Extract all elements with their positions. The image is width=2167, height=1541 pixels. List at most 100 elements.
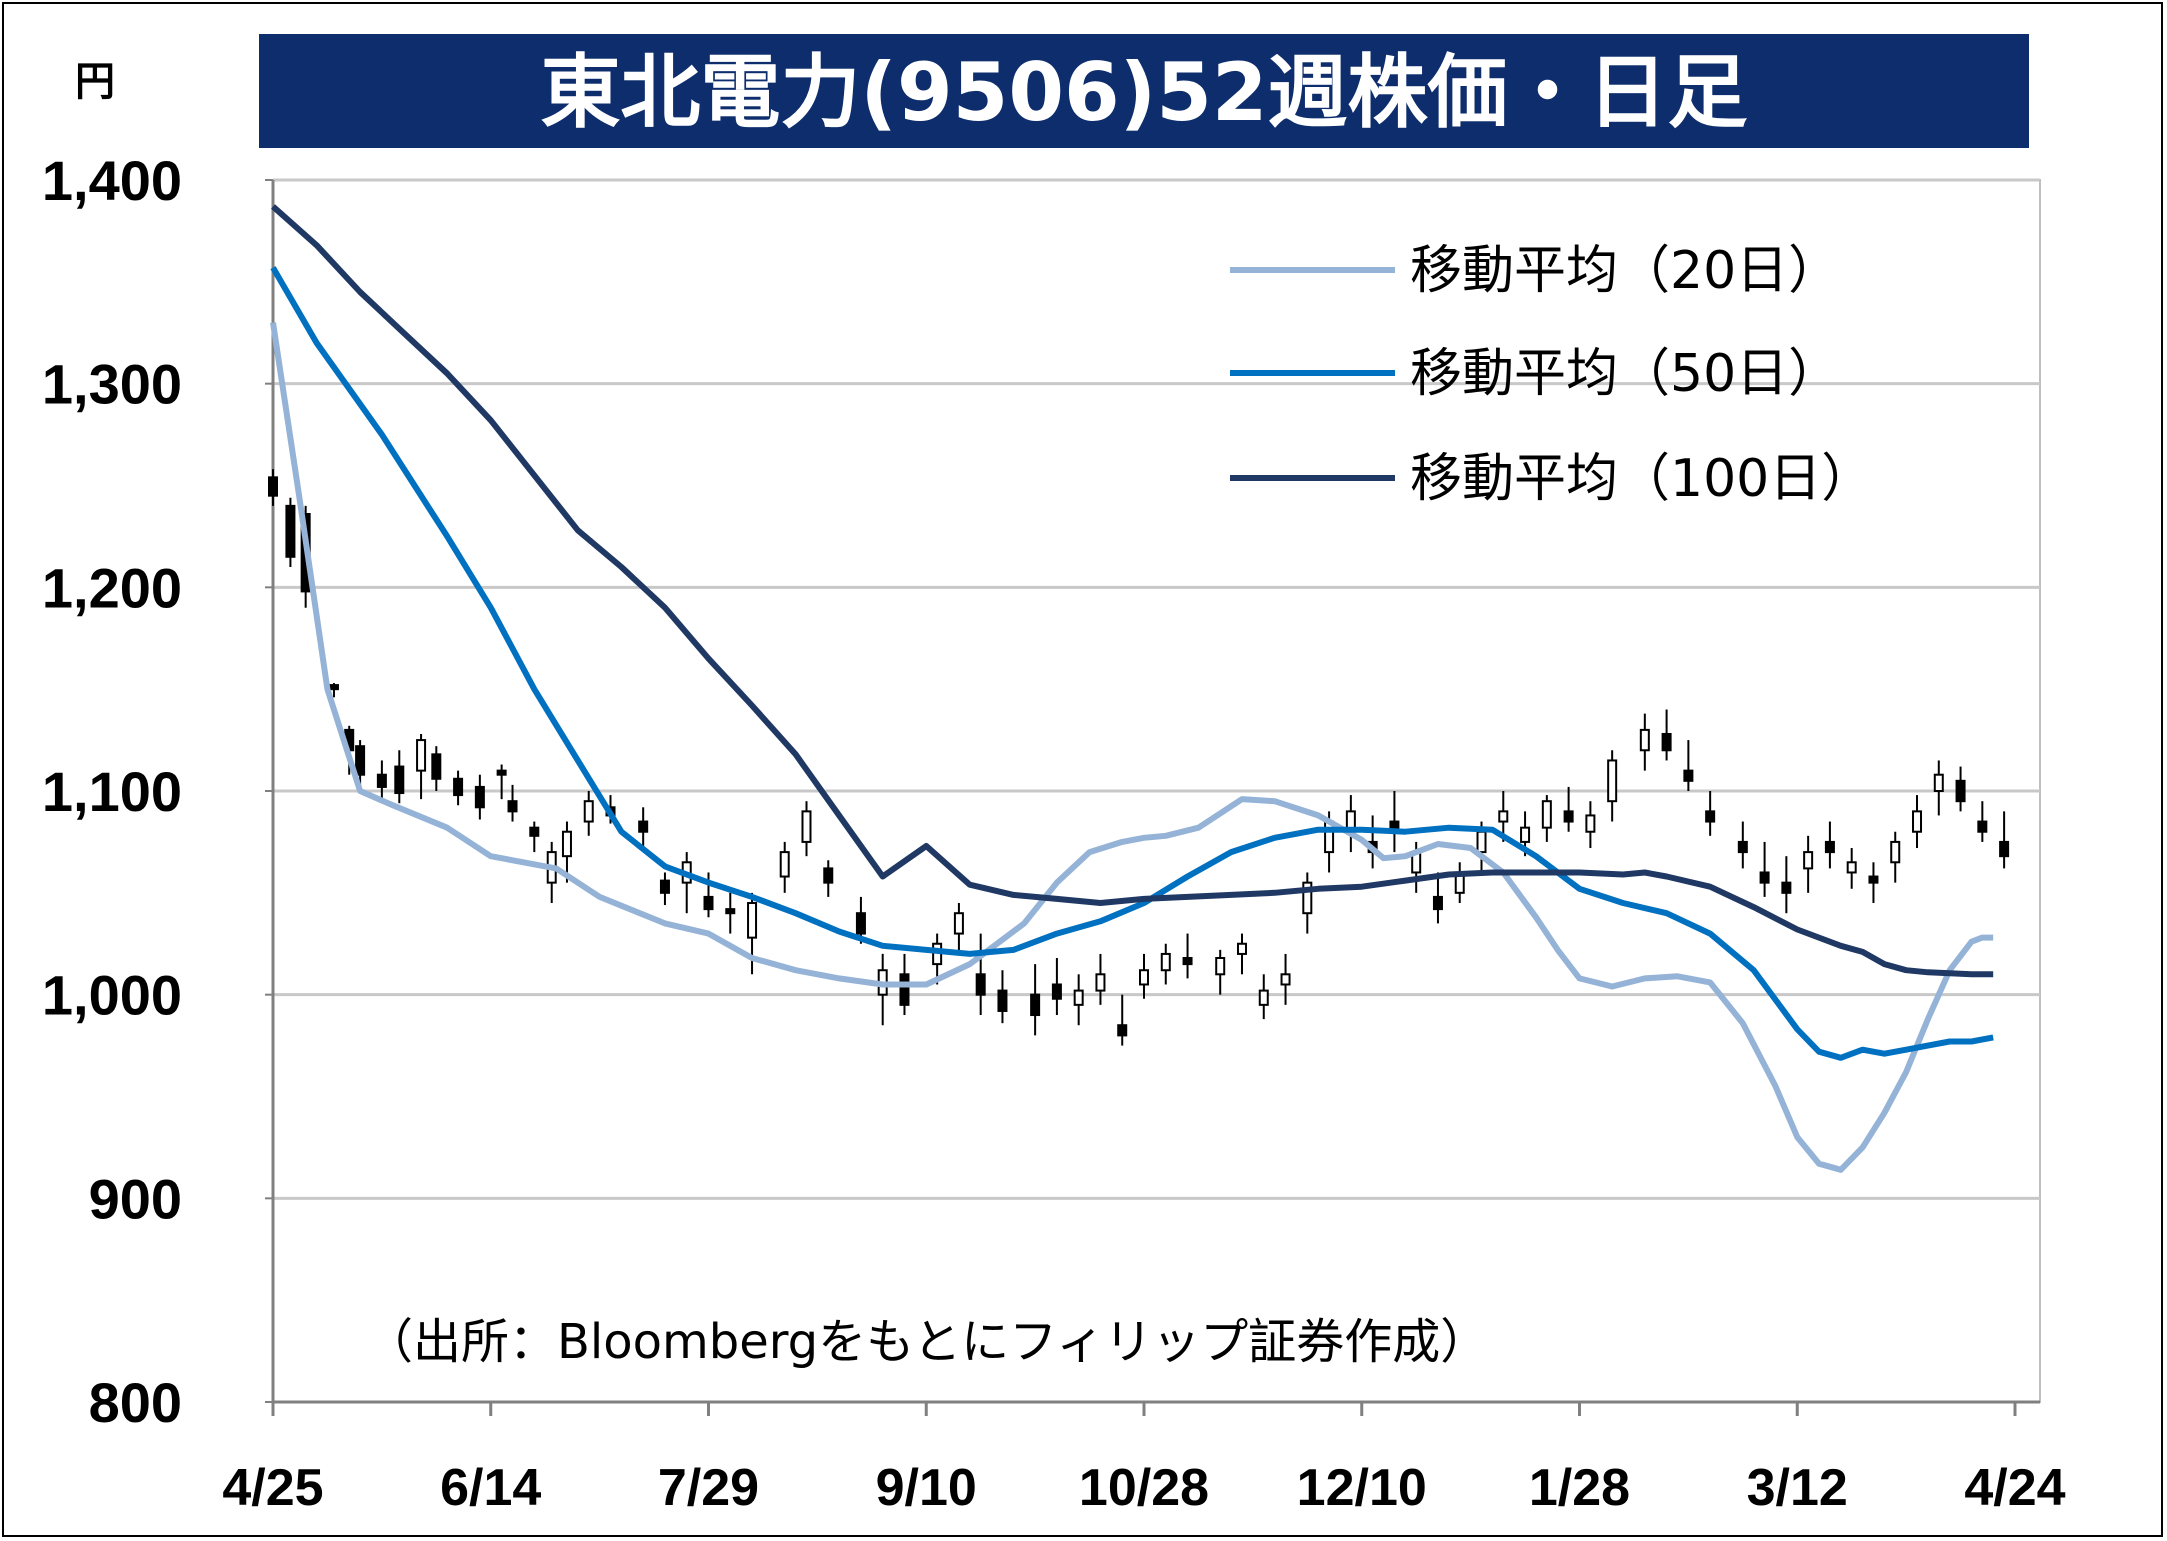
source-note: （出所：Bloombergをもとにフィリップ証券作成）: [365, 1314, 1488, 1370]
candle-body: [801, 810, 812, 843]
x-axis-labels: 4/25 6/14 7/29 9/10 10/28 12/10 1/28 3/12 4/24: [222, 1459, 2065, 1517]
candle-body: [453, 777, 464, 797]
x-tick-label: 6/14: [440, 1459, 541, 1517]
candle-body: [285, 504, 296, 558]
candle-body: [416, 739, 427, 772]
candle-body: [1280, 973, 1291, 986]
y-tick-label: 1,400: [42, 149, 182, 212]
candle-body: [1498, 810, 1509, 823]
candle-body: [997, 989, 1008, 1012]
candle-body: [1705, 810, 1716, 823]
candle-body: [268, 476, 278, 497]
candle-body: [1737, 840, 1748, 854]
candle-body: [1933, 773, 1944, 792]
candle-body: [507, 800, 518, 813]
x-tick-label: 4/25: [222, 1459, 323, 1517]
candle-body: [1955, 779, 1966, 803]
candle-body: [659, 879, 670, 894]
candle-body: [1302, 881, 1313, 915]
candle-body: [1520, 826, 1531, 843]
candle-body: [1683, 769, 1694, 782]
candle-body: [1824, 840, 1835, 854]
candle-body: [1073, 989, 1084, 1006]
candle-body: [1030, 993, 1041, 1017]
y-tick-label: 800: [89, 1371, 182, 1434]
candle-body: [899, 973, 910, 1006]
y-axis-labels: 800 900 1,000 1,100 1,200 1,300 1,400: [42, 149, 182, 1434]
candle-body: [703, 895, 714, 911]
x-tick-label: 10/28: [1079, 1459, 1209, 1517]
x-tick-label: 12/10: [1297, 1459, 1427, 1517]
series-line-2: [270, 266, 1994, 1061]
candle-body: [1846, 861, 1857, 874]
x-tick-label: 3/12: [1747, 1459, 1848, 1517]
candle-body: [529, 826, 540, 837]
candle-body: [376, 773, 387, 788]
candle-body: [496, 769, 507, 776]
grid-lines: [265, 178, 2041, 1416]
candle-body: [638, 820, 649, 833]
x-tick-label: 4/24: [1964, 1459, 2065, 1517]
candle-body: [1117, 1024, 1128, 1037]
candle-body: [1759, 871, 1770, 884]
candle-body: [1095, 973, 1106, 992]
candle-body: [474, 785, 485, 809]
candle-body: [1868, 875, 1879, 884]
moving-average-lines: [270, 204, 1994, 1173]
y-tick-label: 1,200: [42, 556, 182, 619]
series-line-3: [271, 204, 1994, 978]
candle-body: [355, 745, 366, 776]
candle-body: [583, 800, 594, 823]
title-banner: [259, 34, 2029, 148]
candle-body: [1541, 800, 1552, 829]
candlesticks: [268, 469, 2010, 1046]
candle-body: [561, 830, 572, 858]
candle-body: [1236, 942, 1247, 955]
candle-body: [975, 973, 986, 996]
y-tick-label: 900: [89, 1167, 182, 1230]
candle-body: [1999, 840, 2010, 858]
y-tick-label: 1,000: [42, 964, 182, 1027]
candle-body: [747, 902, 758, 939]
candle-body: [1585, 814, 1596, 833]
candle-body: [953, 912, 964, 935]
y-tick-label: 1,300: [42, 353, 182, 416]
candle-body: [1639, 728, 1650, 752]
legend-label: 移動平均（50日）: [1410, 344, 1840, 404]
legend-label: 移動平均（20日）: [1410, 241, 1840, 301]
candle-body: [1051, 983, 1062, 1000]
series-line-1: [270, 322, 1994, 1173]
chart-title: 東北電力(9506)52週株価・日足: [540, 46, 1747, 139]
candle-body: [1890, 840, 1901, 864]
candle-body: [779, 851, 790, 878]
candle-body: [823, 867, 834, 884]
candle-body: [1563, 810, 1574, 823]
candle-body: [394, 765, 405, 795]
x-tick-label: 7/29: [658, 1459, 759, 1517]
x-tick-label: 9/10: [876, 1459, 977, 1517]
candle-body: [725, 908, 736, 915]
candle-body: [431, 753, 442, 780]
candle-body: [1432, 895, 1443, 911]
candle-body: [1476, 830, 1487, 854]
candle-body: [1182, 957, 1193, 966]
candle-body: [1160, 952, 1171, 972]
candle-body: [1977, 820, 1988, 833]
candle-body: [1139, 969, 1149, 986]
candle-body: [1781, 881, 1792, 894]
x-tick-label: 1/28: [1529, 1459, 1630, 1517]
y-unit-label: 円: [75, 59, 115, 105]
legend-label: 移動平均（100日）: [1410, 449, 1873, 509]
candle-body: [855, 912, 866, 935]
candle-body: [1912, 810, 1923, 833]
candle-body: [328, 684, 339, 691]
candle-body: [1661, 732, 1672, 752]
candle-body: [1607, 759, 1618, 803]
candle-body: [1803, 851, 1814, 870]
legend: 移動平均（20日） 移動平均（50日） 移動平均（100日）: [1230, 241, 1873, 509]
y-tick-label: 1,100: [42, 760, 182, 823]
candle-body: [1215, 957, 1226, 976]
candle-body: [1258, 989, 1269, 1006]
